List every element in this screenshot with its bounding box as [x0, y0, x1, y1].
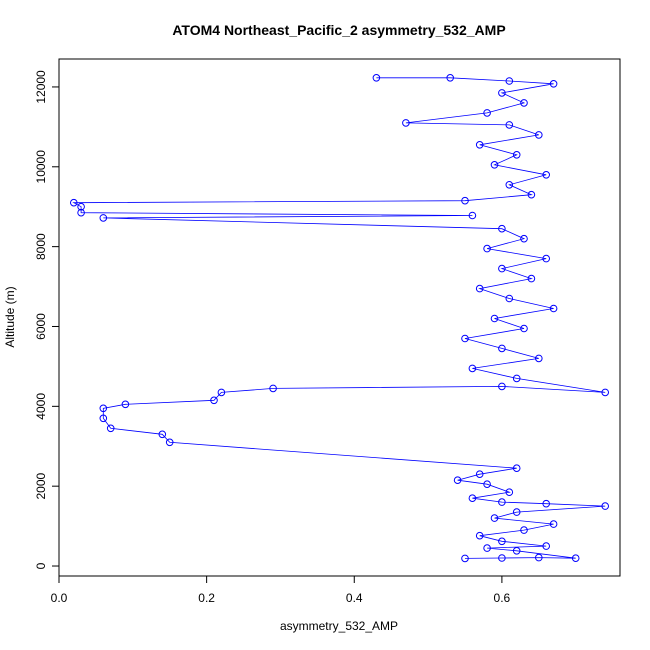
series-line	[72, 77, 606, 559]
data-point	[121, 400, 130, 409]
data-point	[475, 141, 484, 149]
data-point	[475, 470, 484, 479]
data-point	[99, 214, 108, 222]
y-tick-label: 10000	[34, 150, 48, 184]
data-point	[549, 80, 558, 88]
data-point	[217, 388, 226, 397]
data-point	[527, 190, 536, 199]
data-point	[542, 499, 551, 508]
data-point	[483, 244, 491, 253]
y-tick-label: 6000	[34, 313, 48, 340]
data-point	[70, 198, 78, 207]
data-point	[498, 554, 506, 562]
x-axis: 0.0 0.2 0.4 0.6	[51, 576, 511, 605]
data-point	[461, 196, 469, 205]
data-point	[549, 304, 558, 313]
data-point	[535, 354, 543, 363]
data-point	[542, 542, 551, 550]
data-point	[542, 254, 551, 263]
data-point	[269, 384, 277, 393]
data-point	[505, 77, 514, 85]
data-point	[505, 181, 514, 189]
x-tick-label: 0.2	[198, 591, 215, 605]
data-point	[571, 554, 580, 563]
x-axis-label: asymmetry_532_AMP	[280, 619, 398, 633]
data-point	[527, 274, 536, 283]
data-point	[446, 74, 455, 82]
x-tick-label: 0.0	[51, 591, 68, 605]
data-point	[512, 151, 521, 159]
data-point	[461, 554, 469, 563]
data-point	[498, 224, 506, 233]
y-tick-label: 12000	[34, 70, 48, 104]
data-point	[535, 131, 543, 139]
data-point	[549, 520, 558, 528]
chart-title: ATOM4 Northeast_Pacific_2 asymmetry_532_…	[172, 22, 505, 38]
data-point	[210, 396, 218, 405]
data-point	[490, 514, 499, 522]
data-point	[520, 99, 528, 107]
data-point	[498, 498, 506, 506]
data-point	[498, 89, 506, 97]
data-point	[468, 494, 477, 503]
y-tick-label: 2000	[34, 473, 48, 500]
data-point	[520, 234, 528, 243]
data-point	[468, 211, 477, 220]
data-point	[490, 314, 499, 323]
data-point	[468, 364, 477, 373]
data-point	[402, 119, 410, 127]
y-axis: 0 2000 4000 6000 8000 10000 12000	[34, 70, 59, 569]
data-point	[99, 414, 108, 423]
data-point	[106, 424, 115, 433]
data-point	[520, 324, 528, 333]
y-tick-label: 8000	[34, 233, 48, 260]
data-point	[512, 547, 521, 555]
data-point	[453, 476, 462, 485]
data-point	[483, 544, 491, 552]
data-point	[483, 480, 491, 489]
x-tick-label: 0.6	[494, 591, 511, 605]
data-point	[498, 382, 506, 391]
data-point	[512, 464, 521, 473]
data-point	[601, 388, 610, 397]
data-point	[535, 553, 543, 562]
data-point	[601, 502, 610, 510]
data-point	[498, 264, 506, 273]
data-point	[99, 404, 108, 413]
plot-frame	[58, 58, 621, 577]
y-tick-label: 4000	[34, 393, 48, 420]
data-point	[520, 526, 528, 534]
data-point	[542, 171, 551, 179]
data-point	[505, 121, 514, 129]
data-point	[490, 161, 499, 169]
data-point	[165, 438, 174, 447]
y-axis-label: Altitude (m)	[3, 286, 17, 347]
data-series	[70, 74, 610, 563]
data-point	[483, 109, 491, 117]
data-point	[475, 531, 484, 540]
x-tick-label: 0.4	[346, 591, 363, 605]
data-point	[158, 430, 167, 439]
data-point	[475, 284, 484, 293]
data-point	[512, 374, 521, 383]
data-point	[498, 344, 506, 353]
data-point	[505, 294, 514, 303]
data-point	[77, 202, 85, 211]
data-point	[461, 334, 469, 343]
data-point	[498, 537, 506, 546]
data-point	[512, 508, 521, 516]
y-tick-label: 0	[34, 562, 48, 569]
data-point	[372, 74, 381, 82]
data-point	[77, 208, 85, 217]
data-point	[505, 488, 514, 497]
